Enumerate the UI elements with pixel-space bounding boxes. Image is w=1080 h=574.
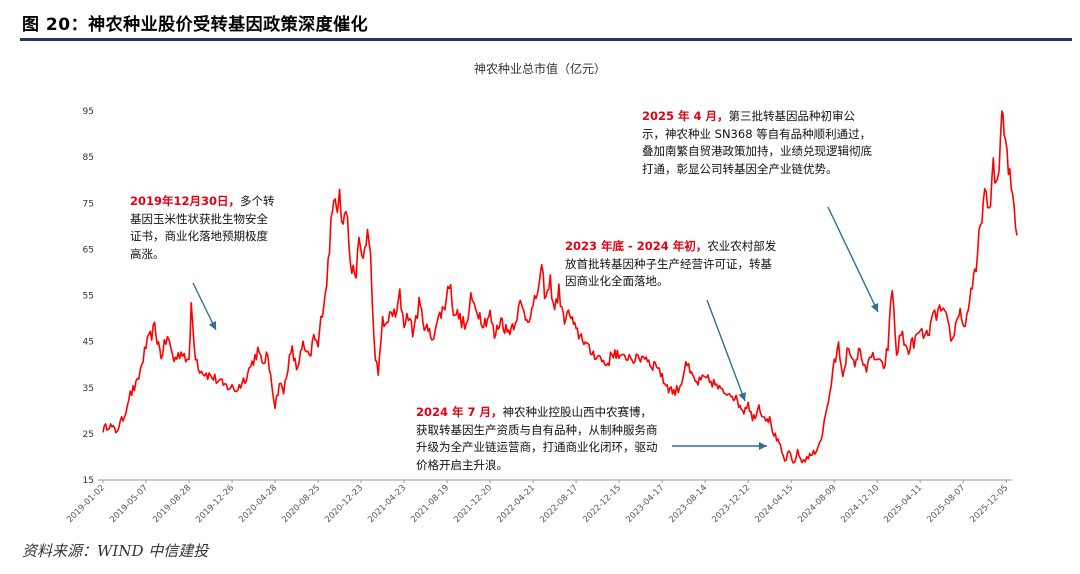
annotation-arrow-head bbox=[738, 392, 746, 401]
x-tick-label: 2019-01-02 bbox=[65, 483, 107, 525]
x-tick-label: 2021-12-20 bbox=[452, 483, 494, 525]
annotation-date: 2019年12月30日， bbox=[130, 194, 241, 208]
y-tick-label: 75 bbox=[83, 199, 94, 209]
source-note: 资料来源：WIND 中信建投 bbox=[22, 542, 209, 560]
annotation-arrow-head bbox=[759, 442, 767, 450]
y-tick-label: 65 bbox=[83, 245, 94, 255]
y-tick-label: 35 bbox=[83, 384, 94, 394]
x-tick-label: 2020-12-23 bbox=[323, 483, 365, 525]
annotation-date: 2025 年 4 月， bbox=[642, 109, 729, 123]
x-tick-label: 2019-12-26 bbox=[194, 483, 236, 525]
annotation-date: 2023 年底 - 2024 年初， bbox=[565, 239, 708, 253]
annotation-arrow-line bbox=[192, 282, 217, 331]
x-tick-label: 2023-12-12 bbox=[710, 483, 752, 525]
annotation-text: 第三批转基因品种初审公示，神农种业 SN368 等自有品种顺利通过，叠加南繁自贸… bbox=[642, 109, 872, 176]
market-cap-series-line bbox=[102, 110, 1018, 464]
x-tick-label: 2020-04-28 bbox=[237, 483, 279, 525]
figure-title: 图 20：神农种业股价受转基因政策深度催化 bbox=[22, 15, 369, 35]
annotation-2023-2024: 2023 年底 - 2024 年初，农业农村部发放首批转基因种子生产经营许可证，… bbox=[565, 238, 783, 291]
x-tick-label: 2024-04-15 bbox=[753, 483, 795, 525]
y-tick-label: 95 bbox=[83, 107, 94, 117]
x-tick-label: 2025-04-11 bbox=[882, 483, 924, 525]
annotation-2019-12-30: 2019年12月30日，多个转基因玉米性状获批生物安全证书，商业化落地预期极度高… bbox=[130, 193, 276, 263]
annotation-text: 多个转基因玉米性状获批生物安全证书，商业化落地预期极度高涨。 bbox=[130, 194, 275, 261]
x-tick-label: 2024-08-09 bbox=[796, 483, 838, 525]
annotation-arrows bbox=[192, 206, 879, 450]
y-axis-ticks: 15 25 35 45 55 65 75 85 95 bbox=[83, 107, 94, 486]
annotation-2025-04: 2025 年 4 月，第三批转基因品种初审公示，神农种业 SN368 等自有品种… bbox=[642, 108, 874, 178]
title-rule bbox=[20, 38, 1072, 41]
y-tick-label: 45 bbox=[83, 338, 94, 348]
x-tick-label: 2021-04-23 bbox=[366, 483, 408, 525]
x-tick-label: 2019-08-28 bbox=[151, 483, 193, 525]
x-tick-label: 2020-08-25 bbox=[280, 483, 322, 525]
x-tick-label: 2025-12-05 bbox=[968, 483, 1010, 525]
annotation-arrow-line bbox=[706, 299, 746, 402]
y-tick-label: 25 bbox=[83, 430, 94, 440]
annotation-text: 神农种业控股山西中农赛博，获取转基因生产资质与自有品种，从制种服务商升级为全产业… bbox=[416, 405, 658, 472]
annotation-arrow-head bbox=[870, 303, 879, 312]
annotation-arrow-line bbox=[827, 206, 879, 313]
x-tick-label: 2022-08-17 bbox=[538, 483, 580, 525]
annotation-2024-07: 2024 年 7 月，神农种业控股山西中农赛博，获取转基因生产资质与自有品种，从… bbox=[416, 404, 662, 474]
annotation-text: 农业农村部发放首批转基因种子生产经营许可证，转基因商业化全面落地。 bbox=[565, 239, 777, 288]
x-tick-label: 2019-05-07 bbox=[108, 483, 150, 525]
annotation-arrow-head bbox=[208, 321, 217, 330]
x-axis-ticks: 2019-01-02 2019-05-07 2019-08-28 2019-12-26… bbox=[65, 480, 1010, 525]
y-tick-label: 85 bbox=[83, 153, 94, 163]
x-tick-label: 2023-04-17 bbox=[624, 483, 666, 525]
x-tick-label: 2021-08-19 bbox=[409, 483, 451, 525]
x-tick-label: 2025-08-07 bbox=[925, 483, 967, 525]
x-tick-label: 2023-08-14 bbox=[667, 483, 709, 525]
x-tick-label: 2024-12-10 bbox=[839, 483, 881, 525]
y-tick-label: 55 bbox=[83, 292, 94, 302]
chart-title: 神农种业总市值（亿元） bbox=[473, 62, 606, 76]
x-tick-label: 2022-12-15 bbox=[581, 483, 623, 525]
x-tick-label: 2022-04-21 bbox=[495, 483, 537, 525]
y-tick-label: 15 bbox=[83, 476, 94, 486]
annotation-date: 2024 年 7 月， bbox=[416, 405, 503, 419]
